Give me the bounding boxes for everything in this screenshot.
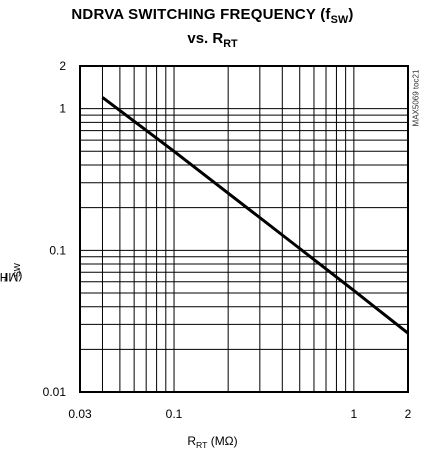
y-tick-label: 2 bbox=[59, 59, 66, 73]
y-tick-label: 0.01 bbox=[43, 385, 67, 399]
chart-title: NDRVA SWITCHING FREQUENCY (fSW) bbox=[71, 6, 354, 26]
x-tick-label: 1 bbox=[351, 407, 358, 421]
y-tick-label: 1 bbox=[59, 102, 66, 116]
chart-subtitle: vs. RRT bbox=[187, 30, 238, 50]
series-layer bbox=[101, 96, 409, 335]
x-axis-label: RRT (MΩ) bbox=[187, 434, 238, 451]
series-line bbox=[101, 96, 409, 335]
plot-frame bbox=[79, 65, 409, 393]
y-tick-label: 0.1 bbox=[49, 243, 66, 257]
x-tick-label: 0.1 bbox=[166, 407, 183, 421]
x-tick-label: 2 bbox=[405, 407, 412, 421]
x-tick-label: 0.03 bbox=[68, 407, 92, 421]
tick-labels: 0.03 0.1 1 2 2 1 0.1 0.01 bbox=[43, 59, 412, 421]
grid-lines bbox=[80, 66, 408, 392]
